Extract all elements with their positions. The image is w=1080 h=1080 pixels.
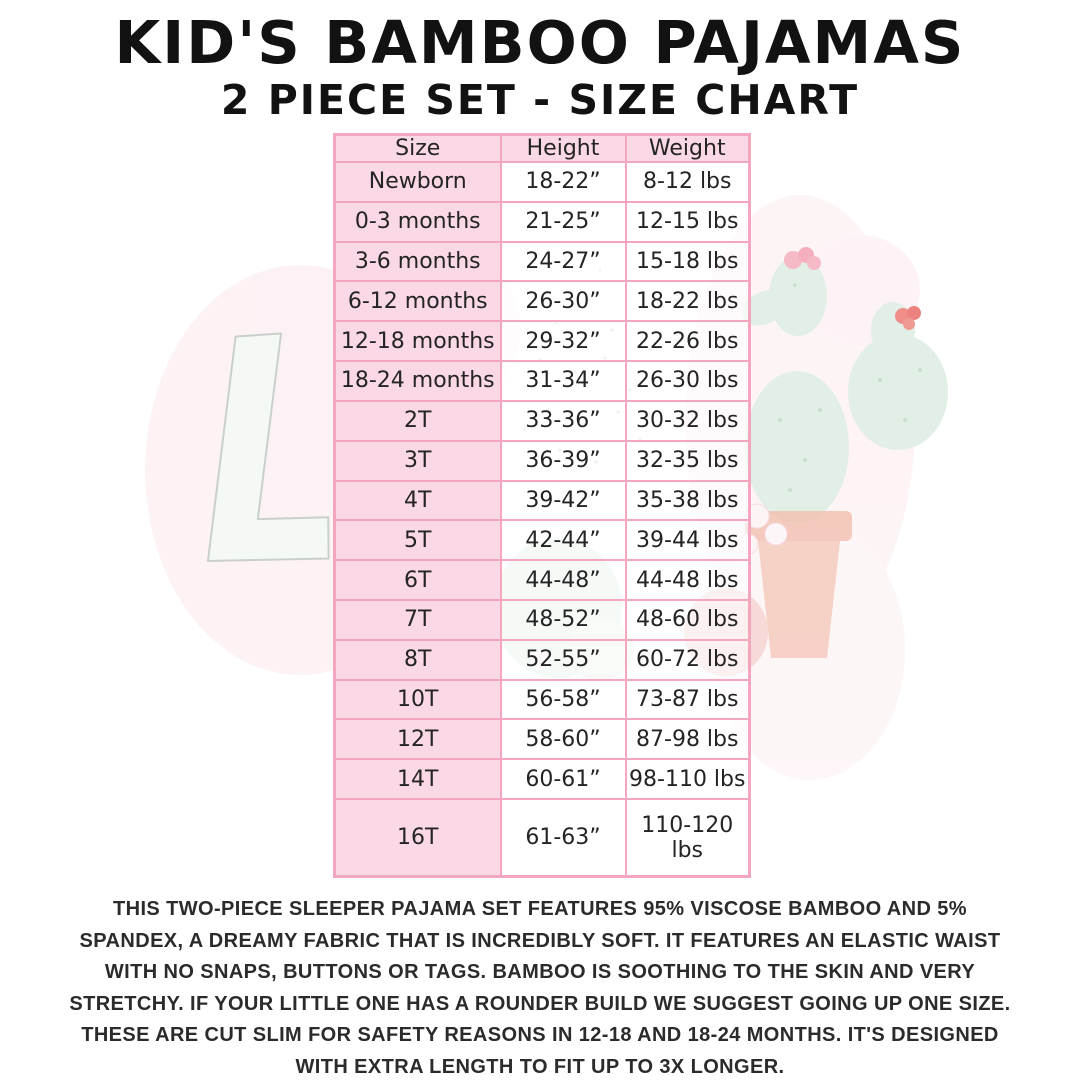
table-row: Newborn 18-22” 8-12 lbs [333,161,751,203]
table-row: 5T 42-44” 39-44 lbs [333,519,751,562]
header: KID'S BAMBOO PAJAMAS 2 PIECE SET - SIZE … [0,8,1080,125]
cell-height: 33-36” [499,399,627,442]
table-row: 18-24 months 31-34” 26-30 lbs [333,360,751,402]
table-row: 6-12 months 26-30” 18-22 lbs [333,280,751,323]
table-row: 0-3 months 21-25” 12-15 lbs [333,200,751,243]
cell-weight: 18-22 lbs [624,280,751,323]
cell-size: 18-24 months [333,360,502,402]
table-row: 14T 60-61” 98-110 lbs [333,758,751,800]
cell-height: 48-52” [499,598,627,641]
cell-height: 18-22” [499,161,627,203]
cell-size: 12-18 months [333,320,502,363]
cell-height: 44-48” [499,559,627,601]
table-row: 10T 56-58” 73-87 lbs [333,678,751,721]
cell-size: 2T [333,399,502,442]
cell-weight: 110-120 lbs [624,798,751,878]
cell-weight: 73-87 lbs [624,678,751,721]
cell-weight: 30-32 lbs [624,399,751,442]
cell-height: 56-58” [499,678,627,721]
cell-height: 60-61” [499,758,627,800]
cell-size: 16T [333,798,502,878]
size-chart-table: Size Height Weight Newborn 18-22” 8-12 lbs… [333,133,751,878]
table-row: 4T 39-42” 35-38 lbs [333,479,751,522]
pink-flower-icon [784,247,821,270]
cell-size: 5T [333,519,502,562]
page-title: KID'S BAMBOO PAJAMAS [114,8,966,77]
cell-weight: 15-18 lbs [624,240,751,283]
cell-weight: 98-110 lbs [624,758,751,800]
page-subtitle: 2 PIECE SET - SIZE CHART [220,76,860,124]
red-flower-icon [895,306,921,330]
letter-l-watermark [206,332,330,562]
cell-height: 42-44” [499,519,627,562]
cell-size: 6T [333,559,502,601]
table-row: 12-18 months 29-32” 22-26 lbs [333,320,751,363]
cell-height: 58-60” [499,718,627,761]
cell-weight: 44-48 lbs [624,559,751,601]
table-row: 7T 48-52” 48-60 lbs [333,598,751,641]
table-header-row: Size Height Weight [333,133,751,163]
cell-weight: 87-98 lbs [624,718,751,761]
cell-height: 36-39” [499,439,627,482]
cactus-icon [742,256,948,523]
cell-weight: 48-60 lbs [624,598,751,641]
table-row: 6T 44-48” 44-48 lbs [333,559,751,601]
product-description: THIS TWO-PIECE SLEEPER PAJAMA SET FEATUR… [69,898,1011,1078]
cell-weight: 12-15 lbs [624,200,751,243]
table-row: 12T 58-60” 87-98 lbs [333,718,751,761]
cell-size: 12T [333,718,502,761]
cell-height: 24-27” [499,240,627,283]
cell-weight: 22-26 lbs [624,320,751,363]
table-row: 2T 33-36” 30-32 lbs [333,399,751,442]
column-header-weight: Weight [624,133,751,163]
cell-weight: 26-30 lbs [624,360,751,402]
cell-height: 31-34” [499,360,627,402]
cell-size: 6-12 months [333,280,502,323]
cell-size: Newborn [333,161,502,203]
cell-size: 0-3 months [333,200,502,243]
cell-weight: 39-44 lbs [624,519,751,562]
column-header-size: Size [333,133,502,163]
cell-size: 3-6 months [333,240,502,283]
cell-size: 14T [333,758,502,800]
cell-weight: 60-72 lbs [624,638,751,681]
table-row: 16T 61-63” 110-120 lbs [333,798,751,878]
cell-size: 10T [333,678,502,721]
cell-height: 39-42” [499,479,627,522]
cell-height: 61-63” [499,798,627,878]
table-row: 3T 36-39” 32-35 lbs [333,439,751,482]
table-row: 8T 52-55” 60-72 lbs [333,638,751,681]
cell-height: 21-25” [499,200,627,243]
cell-weight: 32-35 lbs [624,439,751,482]
plant-pot-icon [745,511,852,658]
cell-size: 7T [333,598,502,641]
cell-size: 8T [333,638,502,681]
cell-height: 52-55” [499,638,627,681]
cell-weight: 35-38 lbs [624,479,751,522]
column-header-height: Height [499,133,627,163]
cell-weight: 8-12 lbs [624,161,751,203]
cell-height: 26-30” [499,280,627,323]
cell-size: 3T [333,439,502,482]
cell-height: 29-32” [499,320,627,363]
table-row: 3-6 months 24-27” 15-18 lbs [333,240,751,283]
cell-size: 4T [333,479,502,522]
